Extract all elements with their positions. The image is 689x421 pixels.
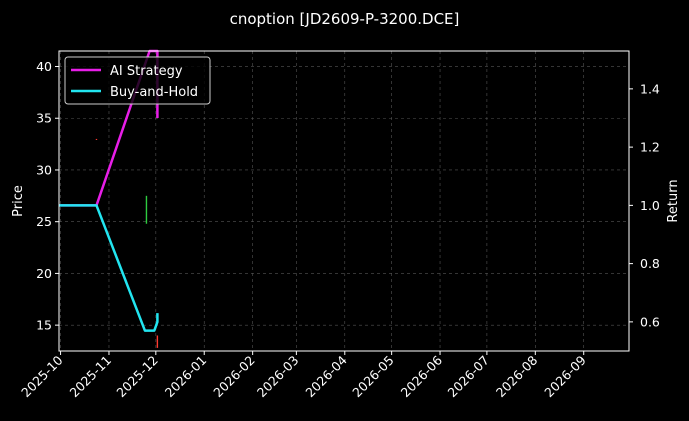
legend-label-buy-and-hold: Buy-and-Hold	[110, 85, 198, 100]
y-tick-label: 25	[36, 214, 52, 229]
y2-tick-label: 0.8	[640, 256, 660, 271]
plot-frame	[58, 50, 630, 352]
y-tick-label: 15	[36, 318, 52, 333]
y-axis-label: Price	[11, 185, 26, 217]
y-axis-right: 0.6 0.8 1.0 1.2 1.4	[629, 81, 660, 329]
y-tick-label: 20	[36, 266, 52, 281]
chart-title: cnoption [JD2609-P-3200.DCE]	[230, 10, 460, 28]
y2-axis-label: Return	[666, 179, 681, 222]
y2-tick-label: 1.0	[640, 198, 660, 213]
legend-box	[64, 56, 211, 105]
y-tick-label: 40	[36, 59, 52, 74]
legend: AI Strategy Buy-and-Hold	[64, 56, 211, 105]
series-line-buy-and-hold	[59, 204, 159, 332]
legend-label-ai-strategy: AI Strategy	[110, 64, 183, 79]
y-tick-label: 35	[36, 111, 52, 126]
y2-tick-label: 1.4	[640, 81, 660, 96]
y-tick-label: 30	[36, 162, 52, 177]
candles	[95, 138, 159, 348]
y2-tick-label: 0.6	[640, 314, 660, 329]
y2-tick-label: 1.2	[640, 140, 660, 155]
y-axis-left: 15 20 25 30 35 40	[36, 59, 59, 333]
